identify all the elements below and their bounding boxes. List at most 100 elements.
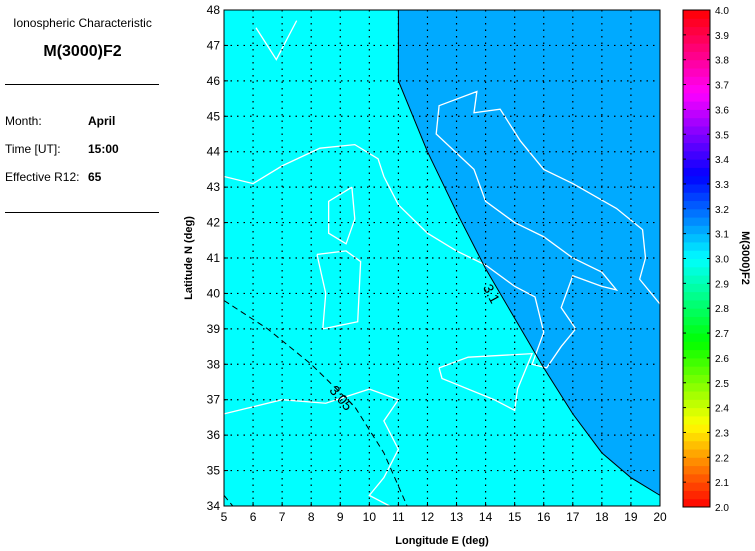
colorbar-segment — [683, 175, 710, 185]
colorbar-segment — [683, 490, 710, 500]
colorbar-segment — [683, 208, 710, 218]
colorbar-segment — [683, 457, 710, 467]
colorbar-segment — [683, 92, 710, 102]
colorbar-tick-label: 3.7 — [715, 81, 729, 92]
y-tick-label: 47 — [207, 38, 221, 52]
colorbar-segment — [683, 167, 710, 177]
y-tick-label: 37 — [207, 393, 221, 407]
x-tick-label: 16 — [537, 510, 551, 524]
x-tick-label: 20 — [653, 510, 667, 524]
y-tick-label: 48 — [207, 3, 221, 17]
colorbar-segment — [683, 250, 710, 259]
y-tick-label: 34 — [207, 499, 221, 513]
colorbar-segment — [683, 59, 710, 69]
colorbar-segment — [683, 117, 710, 127]
y-tick-label: 36 — [207, 428, 221, 442]
panel-title: M(3000)F2 — [43, 43, 122, 60]
colorbar-segment — [683, 26, 710, 36]
colorbar-tick-label: 2.6 — [715, 354, 729, 365]
x-tick-label: 9 — [337, 510, 344, 524]
coastline — [255, 20, 298, 61]
contour-line — [223, 300, 408, 507]
time-label: Time [UT]: — [5, 142, 61, 156]
y-tick-label: 41 — [207, 251, 221, 265]
colorbar-segment — [683, 399, 710, 409]
colorbar-segment — [683, 382, 710, 392]
x-tick-label: 8 — [308, 510, 315, 524]
colorbar-tick-label: 2.7 — [715, 329, 729, 340]
divider — [5, 84, 159, 85]
colorbar-segment — [683, 473, 710, 483]
colorbar-segment — [683, 357, 710, 367]
colorbar-tick-label: 2.3 — [715, 428, 729, 439]
colorbar-tick-label: 3.3 — [715, 180, 729, 191]
y-tick-label: 38 — [207, 357, 221, 371]
contour-line — [397, 10, 661, 496]
colorbar-segment — [683, 76, 710, 86]
colorbar-segment — [683, 407, 710, 417]
colorbar-segment — [683, 134, 710, 144]
contour-line — [223, 495, 234, 507]
y-tick-label: 43 — [207, 180, 221, 194]
x-tick-label: 13 — [450, 510, 464, 524]
colorbar-segment — [683, 258, 710, 268]
colorbar-tick-label: 2.9 — [715, 279, 729, 290]
colorbar-tick-label: 3.1 — [715, 230, 729, 241]
colorbar-tick-label: 3.2 — [715, 205, 729, 216]
colorbar-segment — [683, 349, 710, 359]
x-tick-label: 17 — [566, 510, 580, 524]
x-tick-label: 19 — [624, 510, 638, 524]
colorbar-tick-label: 2.4 — [715, 404, 729, 415]
colorbar-tick-label: 4.0 — [715, 6, 729, 17]
r12-value: 65 — [88, 170, 102, 184]
colorbar-segment — [683, 498, 710, 508]
colorbar-segment — [683, 374, 710, 384]
colorbar-segment — [683, 142, 710, 152]
colorbar-segment — [683, 432, 710, 442]
colorbar-segment — [683, 217, 710, 226]
colorbar-segment — [683, 324, 710, 334]
colorbar-segment — [683, 84, 710, 94]
colorbar-segment — [683, 482, 710, 491]
colorbar-segment — [683, 183, 710, 193]
colorbar-tick-label: 3.0 — [715, 255, 729, 266]
x-tick-label: 10 — [363, 510, 377, 524]
colorbar-segment — [683, 51, 710, 61]
colorbar-tick-label: 2.2 — [715, 453, 729, 464]
colorbar-segment — [683, 299, 710, 309]
colorbar-tick-label: 3.8 — [715, 56, 729, 67]
coastline — [327, 186, 356, 245]
colorbar-segment — [683, 200, 710, 210]
colorbar-segment — [683, 424, 710, 433]
colorbar-segment — [683, 449, 710, 458]
colorbar-segment — [683, 291, 710, 301]
colorbar-tick-label: 2.1 — [715, 478, 729, 489]
colorbar-segment — [683, 225, 710, 235]
y-tick-label: 39 — [207, 322, 221, 336]
x-tick-label: 12 — [421, 510, 435, 524]
y-tick-label: 44 — [207, 145, 221, 159]
colorbar-segment — [683, 366, 710, 375]
colorbar-segment — [683, 465, 710, 475]
colorbar-segment — [683, 316, 710, 326]
colorbar-segment — [683, 308, 710, 317]
r12-label: Effective R12: — [5, 170, 80, 184]
y-tick-label: 42 — [207, 216, 221, 230]
colorbar-segment — [683, 241, 710, 251]
coastline — [223, 90, 661, 369]
coastline — [223, 388, 400, 507]
colorbar-label: M(3000)F2 — [739, 231, 751, 285]
x-tick-label: 11 — [392, 510, 405, 524]
colorbar-segment — [683, 67, 710, 77]
month-label: Month: — [5, 114, 42, 128]
colorbar-segment — [683, 109, 710, 119]
x-tick-label: 14 — [479, 510, 493, 524]
region-high — [398, 10, 660, 496]
x-tick-label: 18 — [595, 510, 609, 524]
colorbar-segment — [683, 159, 710, 168]
panel-subtitle: Ionospheric Characteristic — [13, 16, 152, 30]
colorbar-segment — [683, 125, 710, 135]
colorbar-segment — [683, 283, 710, 293]
colorbar-tick-label: 2.5 — [715, 379, 729, 390]
colorbar-segment — [683, 266, 710, 276]
